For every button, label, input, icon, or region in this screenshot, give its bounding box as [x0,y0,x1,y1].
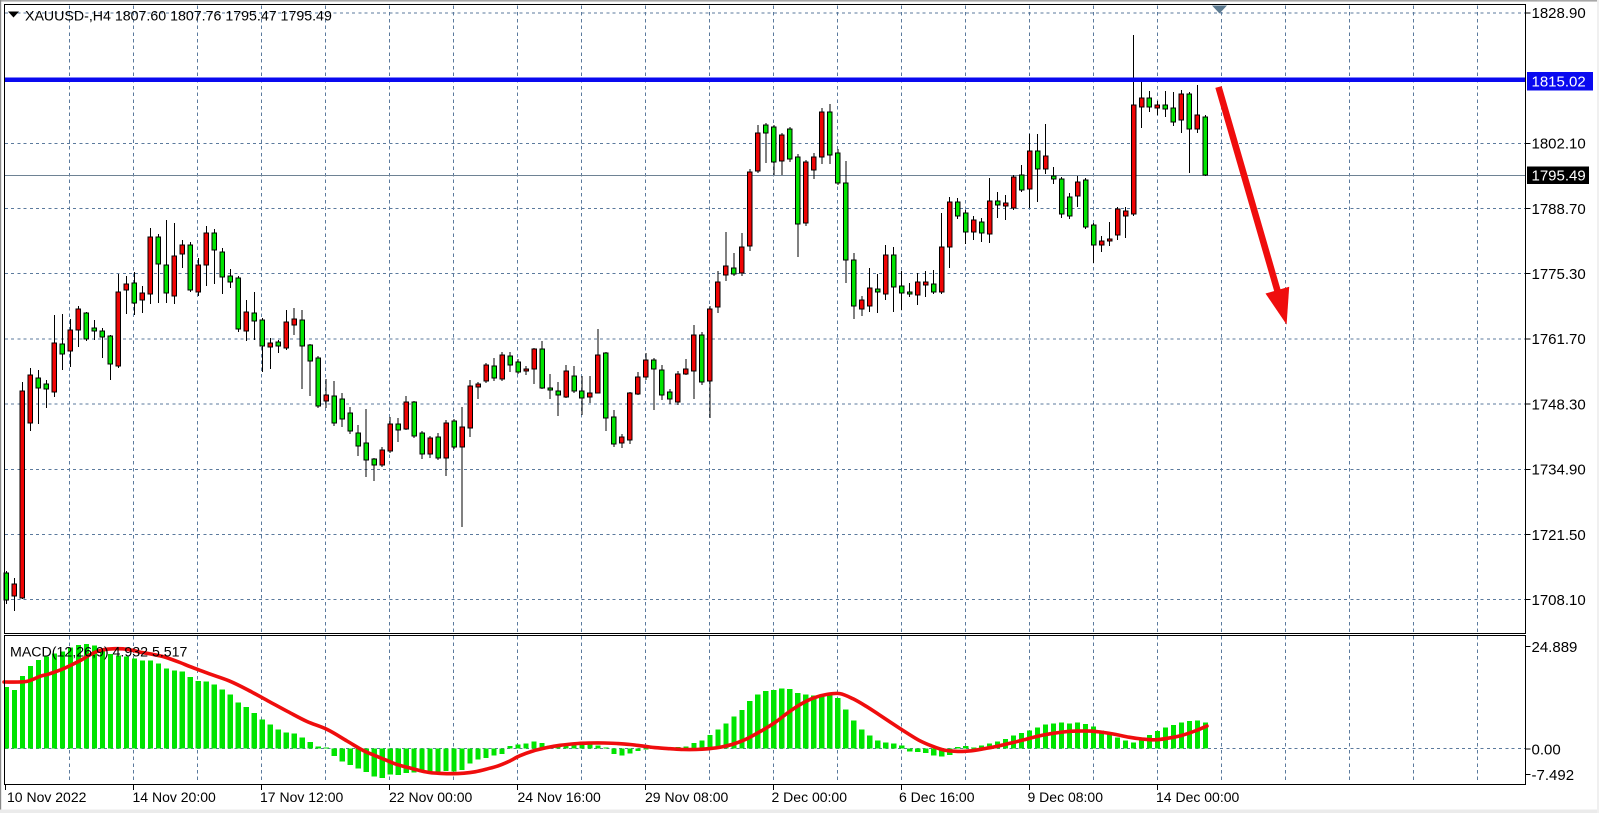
svg-text:1802.10: 1802.10 [1532,136,1586,153]
svg-text:24 Nov 16:00: 24 Nov 16:00 [518,789,601,805]
svg-text:1734.90: 1734.90 [1532,462,1586,479]
svg-text:22 Nov 00:00: 22 Nov 00:00 [389,789,472,805]
svg-text:14 Dec 00:00: 14 Dec 00:00 [1156,789,1239,805]
svg-text:1828.90: 1828.90 [1532,5,1586,22]
svg-text:1721.50: 1721.50 [1532,527,1586,544]
svg-text:9 Dec 08:00: 9 Dec 08:00 [1028,789,1104,805]
svg-text:1795.49: 1795.49 [1532,168,1586,185]
svg-text:1708.10: 1708.10 [1532,592,1586,609]
svg-text:1748.30: 1748.30 [1532,396,1586,413]
svg-text:1775.30: 1775.30 [1532,266,1586,283]
svg-text:1761.70: 1761.70 [1532,331,1586,348]
svg-text:24.889: 24.889 [1532,639,1578,656]
svg-text:-7.492: -7.492 [1532,767,1575,784]
svg-text:MACD(12,26,9) 4.932 5.517: MACD(12,26,9) 4.932 5.517 [10,645,188,661]
svg-text:0.00: 0.00 [1532,742,1561,759]
svg-text:6 Dec 16:00: 6 Dec 16:00 [899,789,975,805]
svg-text:17 Nov 12:00: 17 Nov 12:00 [260,789,343,805]
svg-text:XAUUSD-,H4 1807.60 1807.76 17: XAUUSD-,H4 1807.60 1807.76 1795.47 1795.… [25,9,332,25]
svg-text:29 Nov 08:00: 29 Nov 08:00 [645,789,728,805]
svg-text:14 Nov 20:00: 14 Nov 20:00 [133,789,216,805]
svg-text:2 Dec 00:00: 2 Dec 00:00 [772,789,848,805]
svg-text:1788.70: 1788.70 [1532,201,1586,218]
svg-text:1815.02: 1815.02 [1532,74,1586,91]
svg-text:10 Nov 2022: 10 Nov 2022 [7,789,87,805]
